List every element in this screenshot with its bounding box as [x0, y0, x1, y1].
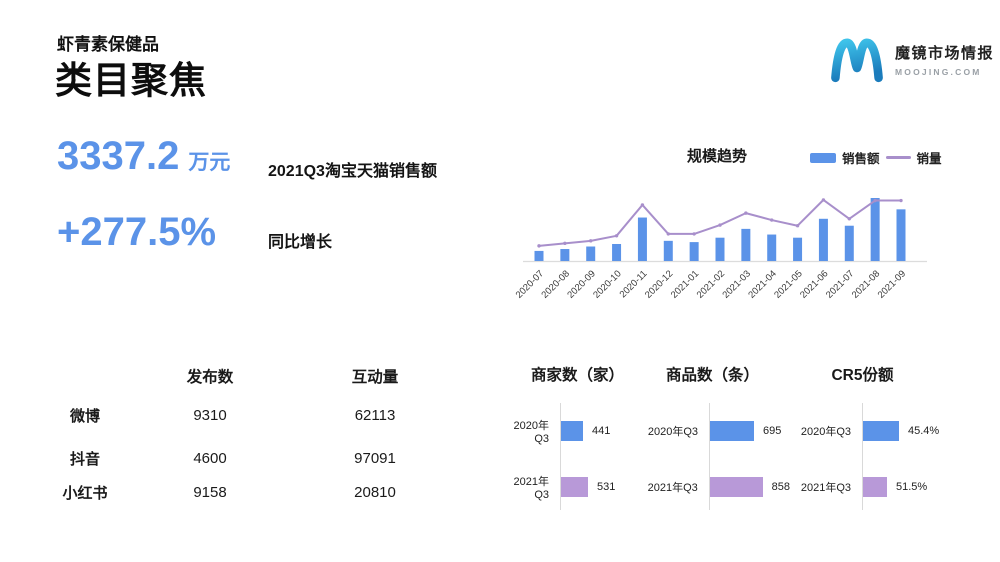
value-label: 441	[592, 425, 611, 437]
sales-legend-label: 销售额	[842, 152, 880, 166]
engagement-value: 97091	[354, 450, 396, 467]
table-header-row: 发布数 互动量	[40, 365, 465, 387]
platform-label: 微博	[69, 408, 100, 425]
period-label: 2020年Q3	[513, 420, 549, 445]
merchant-count-title: 商家数（家）	[530, 367, 624, 384]
posts-value: 9158	[193, 484, 227, 501]
period-label: 2020年Q3	[647, 426, 698, 438]
value-bar	[863, 477, 887, 497]
period-label: 2021年Q3	[647, 482, 698, 494]
value-bar	[561, 421, 583, 441]
table-row-weibo: 微博 9310 62113	[40, 405, 465, 426]
page-title: 类目聚焦	[55, 60, 207, 101]
product-count-title: 商品数（条）	[665, 367, 759, 384]
mini-chart-axis	[709, 403, 710, 510]
logo-brand-name: 魔镜市场情报	[895, 44, 995, 62]
period-label: 2021年Q3	[513, 476, 549, 501]
trend-chart-title: 规模趋势	[686, 148, 747, 165]
value-label: 695	[763, 425, 782, 437]
sales-metric-label: 2021Q3淘宝天猫销售额	[268, 163, 437, 180]
trend-chart-legend: 销售额 销量	[810, 148, 942, 167]
growth-metric-value: +277.5%	[57, 210, 216, 255]
value-bar	[561, 477, 588, 497]
mini-chart-axis	[862, 403, 863, 510]
sales-metric-unit: 万元	[188, 151, 231, 174]
volume-legend-line-icon	[885, 156, 911, 159]
posts-value: 9310	[193, 407, 227, 424]
volume-legend-label: 销量	[916, 152, 942, 166]
sales-legend-swatch-icon	[810, 152, 836, 163]
logo-domain: MOOJING.COM	[895, 66, 982, 77]
growth-metric-number: +277.5%	[57, 210, 217, 254]
engagement-value: 62113	[354, 407, 396, 424]
mini-chart-row: 2020年Q3 45.4%	[790, 421, 940, 441]
sales-metric-number: 3337.2	[57, 134, 180, 178]
merchant-count-chart: 商家数（家） 2020年Q3 441 2021年Q3 531	[505, 355, 655, 520]
mini-chart-row: 2021年Q3 51.5%	[790, 477, 940, 497]
cr5-share-chart: CR5份额 2020年Q3 45.4% 2021年Q3 51.5%	[790, 355, 940, 520]
table-row-douyin: 抖音 4600 97091	[40, 448, 465, 469]
mini-chart-row: 2020年Q3 441	[505, 420, 655, 445]
cr5-share-title: CR5份额	[831, 367, 894, 384]
value-label: 45.4%	[908, 425, 940, 437]
svg-text:2020-10: 2020-10	[591, 268, 623, 300]
product-count-chart: 商品数（条） 2020年Q3 695 2021年Q3 858	[640, 355, 790, 520]
value-bar	[710, 421, 754, 441]
value-bar	[863, 421, 899, 441]
period-label: 2020年Q3	[800, 426, 851, 438]
period-label: 2021年Q3	[800, 482, 851, 494]
mini-chart-axis	[560, 403, 561, 510]
table-row-xiaohongshu: 小红书 9158 20810	[40, 482, 465, 503]
mini-chart-row: 2020年Q3 695	[640, 421, 790, 441]
category-label: 虾青素保健品	[57, 35, 159, 54]
column-header-engagement: 互动量	[351, 369, 399, 386]
platform-label: 抖音	[69, 451, 100, 468]
value-label: 858	[771, 481, 790, 493]
svg-text:2021-09: 2021-09	[876, 268, 908, 300]
growth-metric-label: 同比增长	[268, 234, 333, 251]
column-header-posts: 发布数	[186, 369, 234, 386]
value-label: 51.5%	[896, 481, 928, 493]
platform-label: 小红书	[62, 485, 108, 502]
logo-text: 魔镜市场情报 MOOJING.COM	[895, 42, 994, 77]
mini-chart-row: 2021年Q3 858	[640, 477, 790, 497]
moojing-m-icon	[831, 38, 883, 83]
sales-metric-value: 3337.2 万元	[57, 134, 230, 179]
social-media-table: 发布数 互动量 微博 9310 62113 抖音 4600 97091 小红书 …	[40, 363, 465, 508]
posts-value: 4600	[193, 450, 227, 467]
moojing-logo: 魔镜市场情报 MOOJING.COM	[830, 34, 994, 84]
engagement-value: 20810	[354, 484, 396, 501]
value-label: 531	[597, 481, 616, 493]
trend-chart: 2020-072020-082020-092020-102020-112020-…	[514, 198, 927, 301]
value-bar	[709, 477, 763, 497]
mini-chart-row: 2021年Q3 531	[505, 476, 655, 501]
